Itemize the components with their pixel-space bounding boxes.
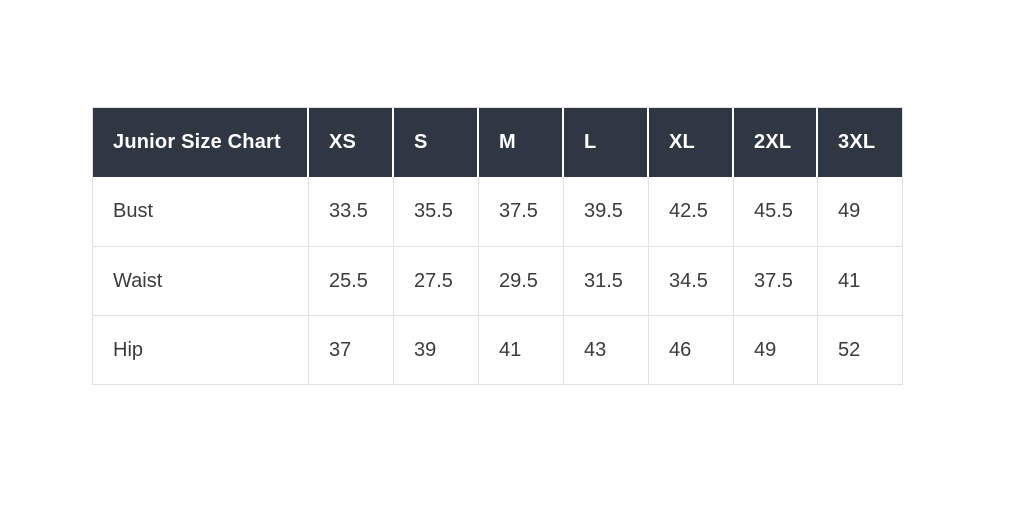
row-label: Waist <box>93 246 309 315</box>
row-label: Bust <box>93 177 309 246</box>
measurement-cell: 41 <box>818 246 902 315</box>
column-header-m: M <box>479 108 564 177</box>
column-header-3xl: 3XL <box>818 108 902 177</box>
column-header-l: L <box>564 108 649 177</box>
column-header-xl: XL <box>649 108 734 177</box>
measurement-cell: 43 <box>564 315 649 384</box>
measurement-cell: 39.5 <box>564 177 649 246</box>
table-title: Junior Size Chart <box>93 108 309 177</box>
table-row-bust: Bust 33.5 35.5 37.5 39.5 42.5 45.5 49 <box>93 177 902 246</box>
measurement-cell: 34.5 <box>649 246 734 315</box>
measurement-cell: 33.5 <box>309 177 394 246</box>
measurement-cell: 41 <box>479 315 564 384</box>
row-label: Hip <box>93 315 309 384</box>
measurement-cell: 46 <box>649 315 734 384</box>
measurement-cell: 35.5 <box>394 177 479 246</box>
table-row-waist: Waist 25.5 27.5 29.5 31.5 34.5 37.5 41 <box>93 246 902 315</box>
header-row: Junior Size Chart XS S M L XL 2XL 3XL <box>93 108 902 177</box>
column-header-2xl: 2XL <box>734 108 818 177</box>
table-body: Bust 33.5 35.5 37.5 39.5 42.5 45.5 49 Waist 25.5 2… <box>93 177 902 384</box>
column-header-s: S <box>394 108 479 177</box>
measurement-cell: 39 <box>394 315 479 384</box>
junior-size-chart-table: Junior Size Chart XS S M L XL 2XL 3XL Bust 33.5… <box>92 107 903 385</box>
measurement-cell: 27.5 <box>394 246 479 315</box>
measurement-cell: 49 <box>734 315 818 384</box>
measurement-cell: 37.5 <box>734 246 818 315</box>
measurement-cell: 25.5 <box>309 246 394 315</box>
table-row-hip: Hip 37 39 41 43 46 49 52 <box>93 315 902 384</box>
measurement-cell: 29.5 <box>479 246 564 315</box>
measurement-cell: 37.5 <box>479 177 564 246</box>
measurement-cell: 52 <box>818 315 902 384</box>
measurement-cell: 45.5 <box>734 177 818 246</box>
measurement-cell: 42.5 <box>649 177 734 246</box>
measurement-cell: 37 <box>309 315 394 384</box>
measurement-cell: 31.5 <box>564 246 649 315</box>
column-header-xs: XS <box>309 108 394 177</box>
measurement-cell: 49 <box>818 177 902 246</box>
